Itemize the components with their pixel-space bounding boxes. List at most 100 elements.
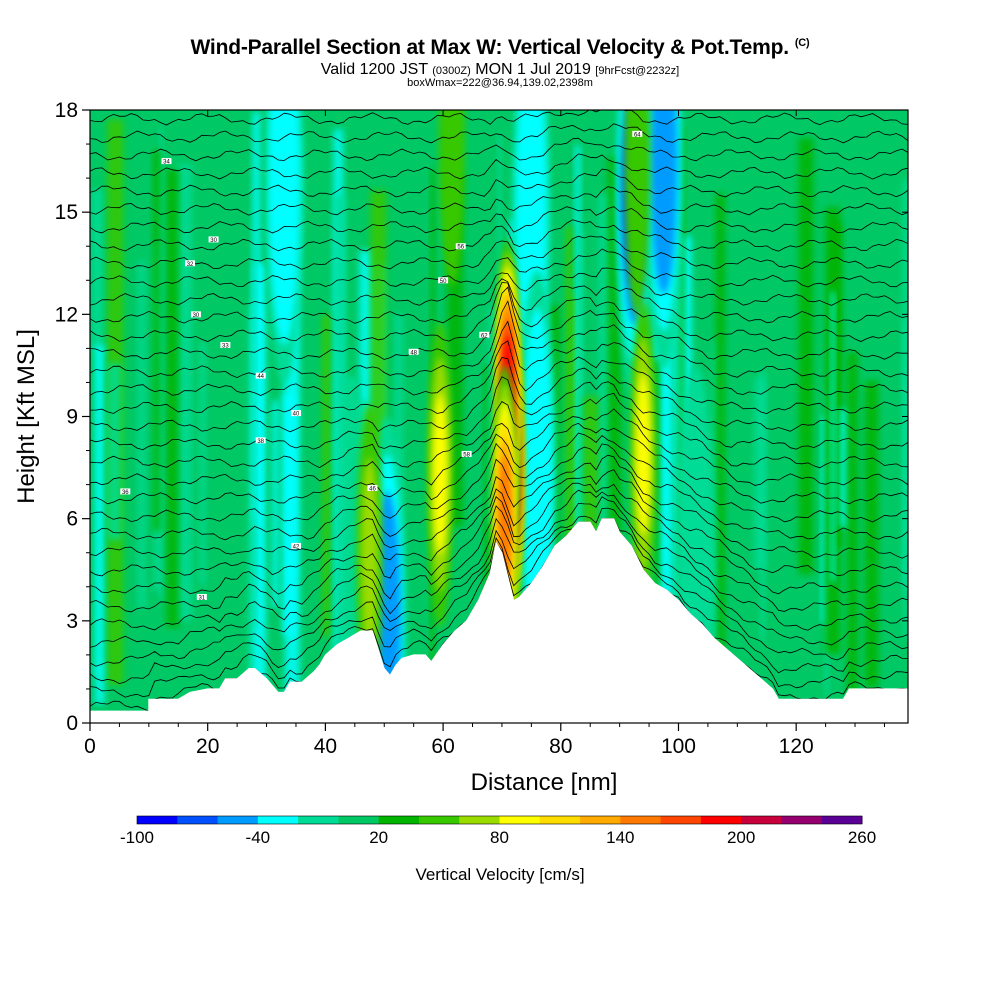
theta-contour-line: [90, 286, 908, 360]
colorbar-swatch: [459, 816, 500, 824]
theta-label: 31: [196, 593, 207, 601]
field-band: [754, 377, 767, 570]
theta-contour-line: [90, 137, 908, 162]
field-band: [107, 363, 121, 540]
y-tick-label: 18: [55, 99, 78, 122]
theta-label-text: 34: [163, 160, 170, 166]
colorbar-swatch: [257, 816, 299, 824]
theta-contour-line: [90, 489, 908, 613]
colorbar-tick-label: -100: [120, 828, 154, 847]
x-axis-label: Distance [nm]: [471, 769, 618, 796]
field-band: [830, 291, 835, 582]
theta-label-text: 38: [257, 439, 264, 445]
theta-label: 30: [208, 236, 219, 244]
theta-contour-line: [90, 235, 908, 270]
field-band: [715, 193, 726, 673]
theta-label: 58: [461, 450, 472, 458]
field-band: [321, 314, 331, 637]
theta-contour-line: [90, 507, 908, 648]
theta-label-bg: [479, 331, 490, 338]
y-tick-label: 12: [55, 303, 78, 326]
theta-label-text: 36: [122, 490, 129, 496]
theta-contour-line: [90, 219, 908, 252]
theta-contour-line: [90, 168, 908, 198]
theta-label-text: 33: [222, 343, 229, 349]
y-tick-label: 9: [66, 406, 78, 429]
theta-label: 38: [255, 437, 266, 445]
field-band: [565, 226, 573, 678]
y-tick-label: 15: [55, 201, 78, 224]
theta-label-bg: [220, 341, 231, 348]
theta-label-text: 46: [369, 487, 376, 493]
theta-label-text: 64: [634, 132, 641, 138]
colorbar-swatch: [338, 816, 380, 824]
downdraft-cell: [650, 110, 678, 294]
theta-contour-line: [90, 518, 908, 667]
theta-label-bg: [190, 311, 201, 318]
field-band: [902, 320, 908, 639]
x-tick-label: 80: [549, 735, 572, 758]
colorbar-swatch: [741, 816, 782, 824]
theta-label: 48: [408, 348, 419, 356]
field-band: [798, 138, 814, 575]
field-band: [334, 194, 346, 682]
theta-label-bg: [185, 260, 196, 267]
theta-label-text: 42: [293, 544, 300, 550]
x-tick-label: 120: [779, 735, 814, 758]
theta-label-text: 48: [410, 350, 417, 356]
field-band: [575, 145, 581, 535]
colorbar-swatch: [298, 816, 339, 824]
field-band: [847, 352, 858, 699]
theta-contour-line: [90, 454, 908, 559]
theta-label: 40: [290, 410, 301, 418]
theta-label: 50: [438, 277, 449, 285]
colorbar-swatch: [539, 816, 581, 824]
theta-label-bg: [367, 485, 378, 492]
colorbar-swatch: [620, 816, 662, 824]
x-tick-label: 100: [661, 735, 696, 758]
theta-label: 44: [255, 372, 266, 380]
theta-contour-line: [90, 320, 908, 396]
theta-labels: 36 34 32 30 31 30 33 38 44 42 40 46 48 50 56 58 62 64: [120, 130, 643, 601]
downdraft-cell: [268, 110, 301, 345]
theta-contour-line: [90, 422, 908, 505]
theta-contour-line: [90, 469, 908, 577]
theta-label-text: 50: [440, 279, 447, 285]
chart-subtitle: Valid 1200 JST (0300Z) MON 1 Jul 2019 [9…: [0, 61, 1000, 79]
colorbar-frame: [136, 815, 863, 825]
theta-label: 46: [367, 485, 378, 493]
x-tick-label: 40: [314, 735, 337, 758]
y-tick-label: 0: [66, 712, 78, 735]
theta-label-bg: [461, 450, 472, 457]
theta-label-bg: [161, 158, 172, 165]
colorbar-swatch: [660, 816, 702, 824]
plot-area: 36 34 32 30 31 30 33 38 44 42 40 46 48 50 56 58 62 64: [90, 110, 908, 723]
theta-contour-line: [90, 267, 908, 306]
colorbar-swatch: [821, 816, 863, 824]
field-band: [821, 415, 827, 624]
colorbar: -100 -40 20 80 140 200 260 Vertical Velocity [c…: [120, 815, 876, 884]
valid-date: MON 1 Jul 2019: [475, 61, 591, 78]
field-band: [166, 168, 179, 628]
theta-contour-line: [90, 278, 908, 324]
colorbar-swatch: [499, 816, 541, 824]
field-band: [864, 380, 879, 688]
theta-label-text: 44: [257, 374, 264, 380]
colorbar-swatch: [418, 816, 460, 824]
chart-title: Wind-Parallel Section at Max W: Vertical…: [0, 36, 1000, 60]
colorbar-tick-label: 80: [490, 828, 509, 847]
x-tick-label: 20: [196, 735, 219, 758]
colorbar-tick-label: 260: [848, 828, 876, 847]
updraft-cell: [438, 110, 465, 288]
theta-label: 33: [220, 341, 231, 349]
theta-label: 32: [185, 260, 196, 268]
colorbar-swatch: [217, 816, 259, 824]
colorbar-swatch: [580, 816, 621, 824]
theta-label: 34: [161, 158, 172, 166]
theta-contour-line: [90, 186, 908, 216]
colorbar-swatch: [177, 816, 219, 824]
colorbar-swatch: [700, 816, 742, 824]
theta-contour-line: [90, 123, 908, 144]
theta-label: 62: [479, 331, 490, 339]
theta-label-bg: [408, 348, 419, 355]
